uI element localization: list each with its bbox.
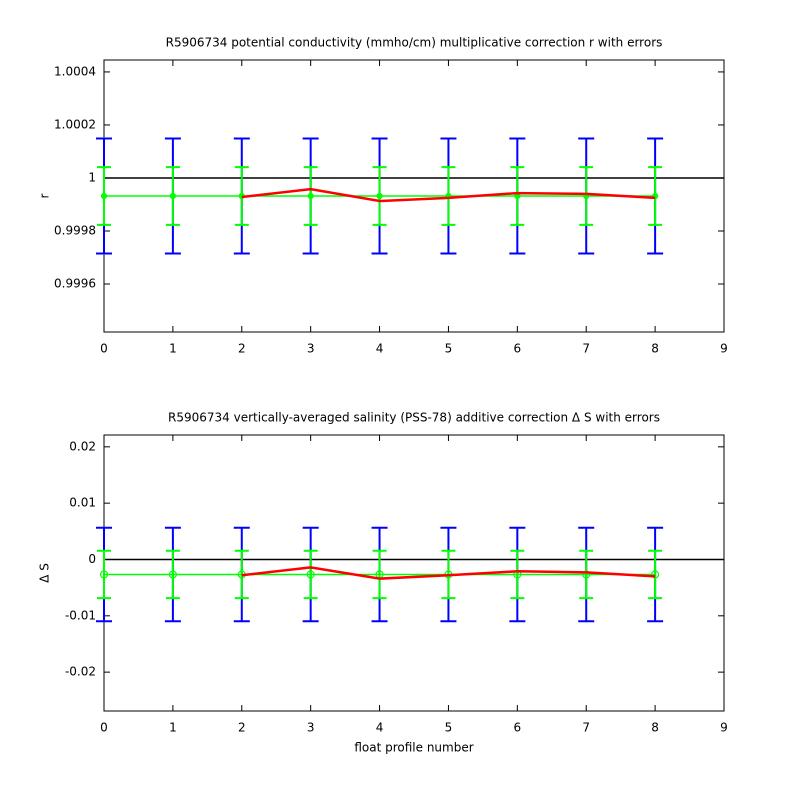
- point: [651, 570, 660, 579]
- x-tick-label: 8: [651, 721, 659, 735]
- y-tick-label: 0: [88, 552, 96, 566]
- point: [307, 192, 314, 200]
- x-tick-label: 5: [445, 721, 453, 735]
- y-tick-label: 0.02: [69, 439, 96, 453]
- y-tick-label: 1.0002: [54, 117, 96, 131]
- x-axis-label: float profile number: [354, 741, 473, 755]
- x-tick-label: 5: [445, 342, 453, 356]
- y-tick-label: -0.01: [65, 608, 96, 622]
- x-tick-label: 3: [307, 342, 315, 356]
- y-axis-label: r: [38, 193, 52, 198]
- y-tick-label: 0.01: [69, 496, 96, 510]
- y-axis-label: Δ S: [38, 563, 52, 583]
- x-tick-label: 4: [376, 342, 384, 356]
- y-tick-label: 0.9998: [54, 223, 96, 237]
- y-tick-label: 1.0004: [54, 64, 96, 78]
- series-line: [241, 187, 656, 203]
- x-tick-label: 0: [100, 721, 108, 735]
- chart-title: R5906734 potential conductivity (mmho/cm…: [166, 36, 663, 50]
- x-tick-label: 7: [582, 721, 590, 735]
- x-tick-label: 1: [169, 721, 177, 735]
- x-tick-label: 6: [514, 721, 522, 735]
- x-tick-label: 0: [100, 342, 108, 356]
- y-tick-label: -0.02: [65, 665, 96, 679]
- x-tick-label: 7: [582, 342, 590, 356]
- x-tick-label: 2: [238, 721, 246, 735]
- point: [168, 570, 177, 579]
- x-tick-label: 6: [514, 342, 522, 356]
- x-tick-label: 1: [169, 342, 177, 356]
- x-tick-label: 2: [238, 342, 246, 356]
- x-tick-label: 8: [651, 342, 659, 356]
- point: [582, 570, 591, 579]
- point: [99, 570, 109, 579]
- point: [169, 192, 176, 200]
- x-tick-label: 4: [376, 721, 384, 735]
- series-line: [241, 566, 656, 580]
- point: [100, 192, 108, 200]
- y-tick-label: 0.9996: [54, 277, 96, 291]
- x-tick-label: 9: [720, 721, 728, 735]
- point: [306, 570, 315, 579]
- chart-title: R5906734 vertically-averaged salinity (P…: [168, 411, 660, 425]
- point: [376, 192, 383, 200]
- y-tick-label: 1: [88, 170, 96, 184]
- x-tick-label: 9: [720, 342, 728, 356]
- x-tick-label: 3: [307, 721, 315, 735]
- axes-box: [103, 434, 725, 712]
